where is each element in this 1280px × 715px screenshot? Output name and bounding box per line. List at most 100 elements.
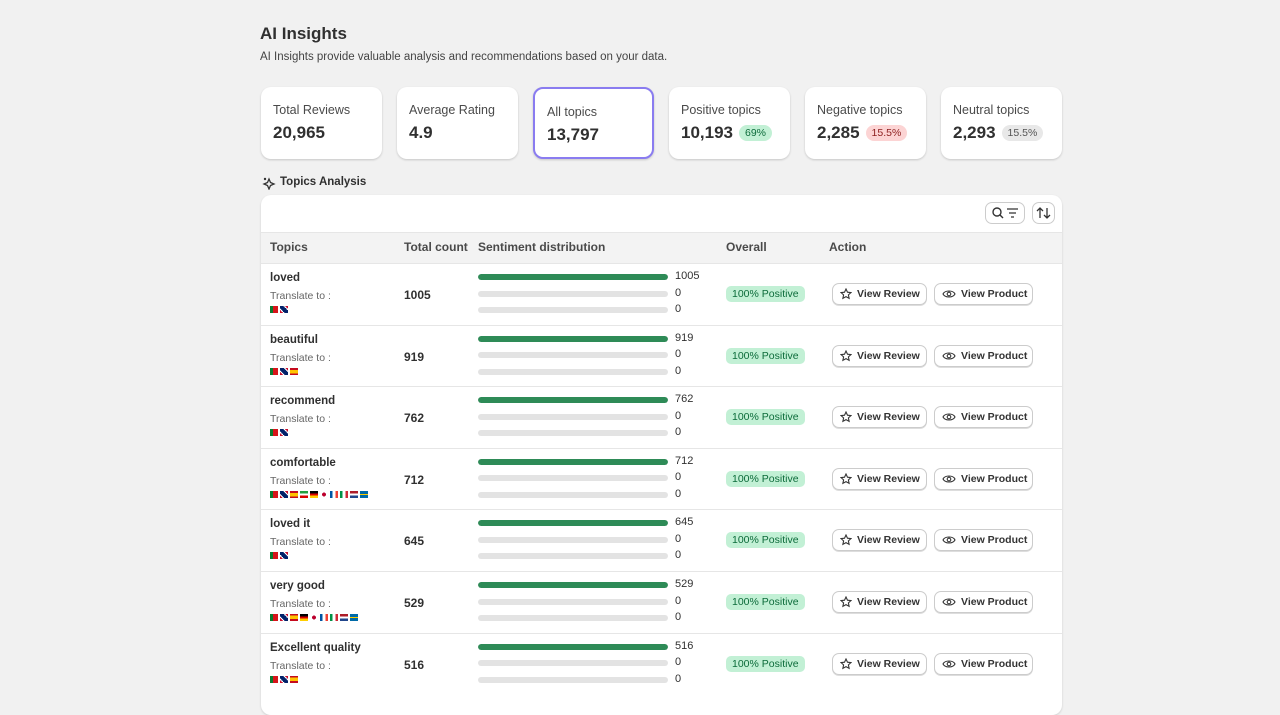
flag-icon[interactable] [270,490,278,498]
view-product-button[interactable]: View Product [934,344,1033,367]
flag-icon[interactable] [280,490,288,498]
flag-icon[interactable] [290,367,298,375]
flag-icon[interactable] [310,490,318,498]
flag-icon[interactable] [270,675,278,683]
flag-icon[interactable] [320,490,328,498]
flag-icon[interactable] [290,614,298,621]
table-row: comfortable Translate to : 712 712 0 0 100% Po… [261,447,1062,511]
language-flags [270,367,298,375]
flag-icon[interactable] [290,490,298,498]
card-value: 13,797 [547,125,599,144]
sentiment-value: 0 [675,672,682,685]
total-count: 529 [404,596,425,610]
sentiment-track [478,368,668,375]
flag-icon[interactable] [300,614,308,621]
view-review-button[interactable]: View Review [832,591,927,613]
stat-card[interactable]: Positive topics 10,193 69% [669,87,790,159]
search-filter-button[interactable] [985,202,1025,224]
flag-icon[interactable] [290,675,298,683]
stat-card[interactable]: Negative topics 2,285 15.5% [805,87,926,159]
sentiment-track [478,491,668,498]
flag-icon[interactable] [280,614,288,621]
view-review-button[interactable]: View Review [832,406,927,429]
sentiment-track [478,475,668,482]
view-review-button[interactable]: View Review [832,344,927,367]
sentiment-track [478,520,668,527]
card-value: 4.9 [409,123,433,142]
stat-card[interactable]: Total Reviews 20,965 [261,87,382,159]
view-product-button[interactable]: View Product [934,283,1033,305]
star-icon [840,288,852,300]
flag-icon[interactable] [360,490,368,498]
sentiment-bar [478,643,668,650]
language-flags [270,552,288,560]
sentiment-value: 0 [675,549,682,562]
column-header: Overall [726,240,767,254]
stat-card[interactable]: Neutral topics 2,293 15.5% [941,87,1062,159]
flag-icon[interactable] [330,614,338,621]
sentiment-value: 0 [675,348,682,361]
total-count: 645 [404,534,425,549]
stat-card[interactable]: All topics 13,797 [533,87,654,159]
flag-icon[interactable] [270,552,278,560]
overall-badge: 100% Positive [726,286,805,302]
flag-icon[interactable] [280,552,288,560]
card-badge: 69% [739,125,773,141]
view-product-button[interactable]: View Product [934,591,1033,613]
column-header: Total count [404,240,468,254]
card-label: Positive topics [681,103,761,117]
flag-icon[interactable] [320,614,328,621]
sentiment-track [478,430,668,437]
view-product-button[interactable]: View Product [934,467,1033,490]
language-flags [270,614,358,621]
sentiment-bar [478,274,668,280]
sentiment-value: 0 [675,594,682,607]
flag-icon[interactable] [300,490,308,498]
eye-icon [942,475,956,483]
table-row: beautiful Translate to : 919 919 0 0 100% Posi… [261,324,1062,388]
flag-icon[interactable] [270,429,278,437]
card-value: 2,293 [953,123,996,142]
view-review-button[interactable]: View Review [832,283,927,305]
sentiment-bar [478,397,668,404]
view-review-button[interactable]: View Review [832,467,927,490]
sentiment-track [478,290,668,297]
sentiment-track [478,536,668,543]
view-review-button[interactable]: View Review [832,652,927,675]
view-review-button[interactable]: View Review [832,529,927,552]
sentiment-track [478,660,668,667]
topic-name: very good [270,580,325,592]
card-value: 2,285 [817,123,860,142]
flag-icon[interactable] [350,614,358,621]
page: AI Insights AI Insights provide valuable… [260,24,1062,715]
card-label: Average Rating [409,103,495,117]
sentiment-track [478,615,668,621]
flag-icon[interactable] [350,490,358,498]
flag-icon[interactable] [330,490,338,498]
view-product-button[interactable]: View Product [934,652,1033,675]
flag-icon[interactable] [340,614,348,621]
column-header: Sentiment distribution [478,240,606,254]
button-label: View Review [857,349,920,362]
flag-icon[interactable] [280,675,288,683]
flag-icon[interactable] [310,614,318,621]
sentiment-track [478,458,668,465]
view-product-button[interactable]: View Product [934,529,1033,552]
card-label: Neutral topics [953,103,1030,117]
flag-icon[interactable] [270,367,278,375]
sort-button[interactable] [1032,202,1055,224]
eye-icon [942,290,956,298]
flag-icon[interactable] [280,429,288,437]
card-value: 20,965 [273,123,325,142]
flag-icon[interactable] [280,367,288,375]
button-label: View Product [961,411,1028,424]
sentiment-track [478,643,668,650]
translate-label: Translate to : [270,413,331,426]
view-product-button[interactable]: View Product [934,406,1033,429]
flag-icon[interactable] [280,306,288,313]
flag-icon[interactable] [340,490,348,498]
flag-icon[interactable] [270,306,278,313]
flag-icon[interactable] [270,614,278,621]
stat-card[interactable]: Average Rating 4.9 [397,87,518,159]
column-header: Topics [270,240,308,254]
